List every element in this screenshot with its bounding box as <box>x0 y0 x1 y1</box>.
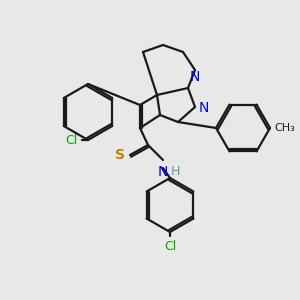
Text: Cl: Cl <box>164 240 176 253</box>
Text: N: N <box>199 101 209 115</box>
Text: CH₃: CH₃ <box>274 123 295 133</box>
Text: Cl: Cl <box>66 134 78 146</box>
Text: N: N <box>190 70 200 84</box>
Text: N: N <box>158 165 168 179</box>
Text: S: S <box>115 148 125 162</box>
Text: H: H <box>171 165 180 178</box>
